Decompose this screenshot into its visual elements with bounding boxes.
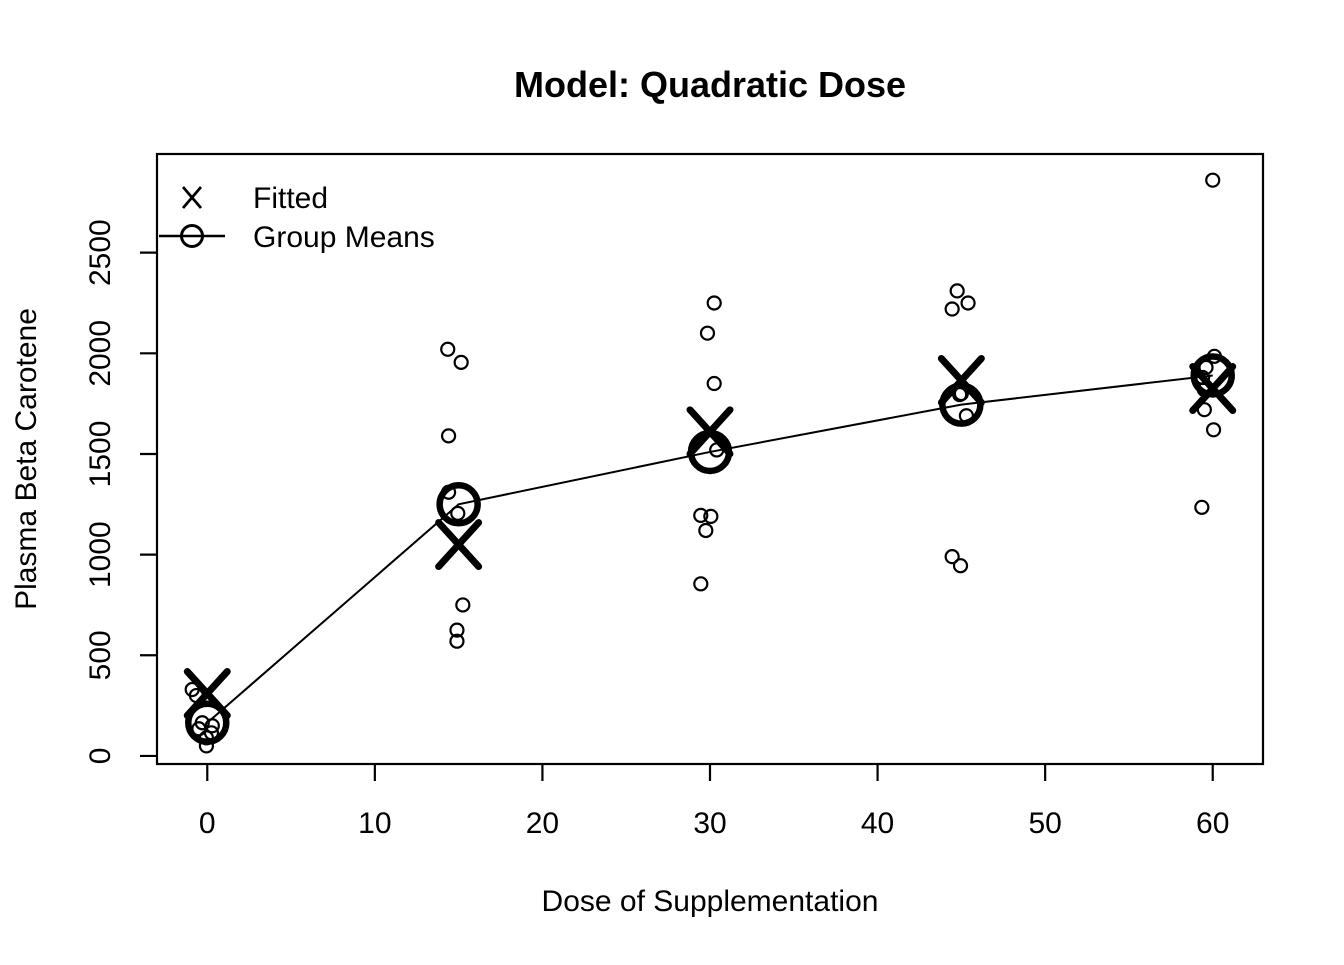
group-mean-marker — [436, 482, 481, 527]
marks-layer — [183, 172, 1237, 754]
observation-point — [693, 507, 709, 523]
fitted-marker — [183, 668, 231, 720]
x-axis-label: Dose of Supplementation — [542, 885, 879, 918]
fitted-marker — [937, 354, 985, 406]
x-tick-label: 40 — [861, 807, 894, 840]
y-tick-label: 1000 — [84, 521, 117, 588]
x-tick-label: 20 — [526, 807, 559, 840]
observation-point — [455, 597, 471, 613]
fitted-marker — [435, 519, 483, 571]
y-tick-label: 2500 — [84, 219, 117, 286]
observation-point — [703, 508, 719, 524]
observation-point — [453, 354, 469, 370]
observation-point — [949, 283, 965, 299]
observation-point — [440, 428, 457, 444]
fitted-marker-stroke — [183, 668, 231, 720]
observation-point — [1205, 172, 1221, 188]
observation-point — [699, 325, 716, 341]
fitted-x-mark-icon — [181, 186, 203, 209]
observation-point — [450, 505, 466, 521]
observation-point — [944, 301, 960, 317]
x-tick-label: 0 — [199, 807, 216, 840]
observation-point — [944, 549, 960, 565]
fitted-marker — [686, 406, 734, 458]
axis-layer: 0 10 20 30 40 50 60 0 500 1000 1500 2000 2500 — [84, 219, 1229, 840]
fitted-marker-stroke — [435, 519, 483, 571]
x-tick-label: 60 — [1196, 807, 1229, 840]
group-mean-marker — [185, 700, 230, 745]
chart-title: Model: Quadratic Dose — [514, 64, 906, 105]
y-tick-label: 500 — [84, 630, 117, 680]
observation-point — [960, 295, 976, 311]
y-axis-label: Plasma Beta Carotene — [10, 308, 43, 610]
observation-point — [706, 375, 722, 392]
legend-label-group-means: Group Means — [253, 221, 435, 254]
group-mean-marker — [1190, 353, 1235, 398]
observation-point — [440, 341, 456, 357]
observation-point — [693, 576, 709, 592]
x-tick-label: 10 — [358, 807, 391, 840]
y-tick-label: 2000 — [84, 320, 117, 387]
y-tick-label: 1500 — [84, 421, 117, 488]
x-tick-label: 30 — [693, 807, 726, 840]
fitted-marker-stroke — [686, 406, 734, 458]
fitted-marker-stroke — [1189, 363, 1237, 415]
fitted-marker — [1189, 363, 1237, 415]
y-tick-label: 0 — [84, 748, 117, 765]
legend-label-fitted: Fitted — [253, 182, 328, 215]
x-tick-label: 50 — [1028, 807, 1061, 840]
fitted-marker-stroke — [937, 354, 985, 406]
observation-point — [706, 295, 722, 311]
observation-point — [449, 622, 465, 638]
observation-point — [698, 522, 714, 539]
observation-point — [952, 558, 969, 574]
group-means-circle-line-icon — [159, 224, 225, 248]
observation-point — [449, 633, 465, 649]
legend: Fitted Group Means — [159, 182, 435, 254]
observation-point — [1205, 422, 1222, 438]
observation-point — [1194, 499, 1210, 515]
